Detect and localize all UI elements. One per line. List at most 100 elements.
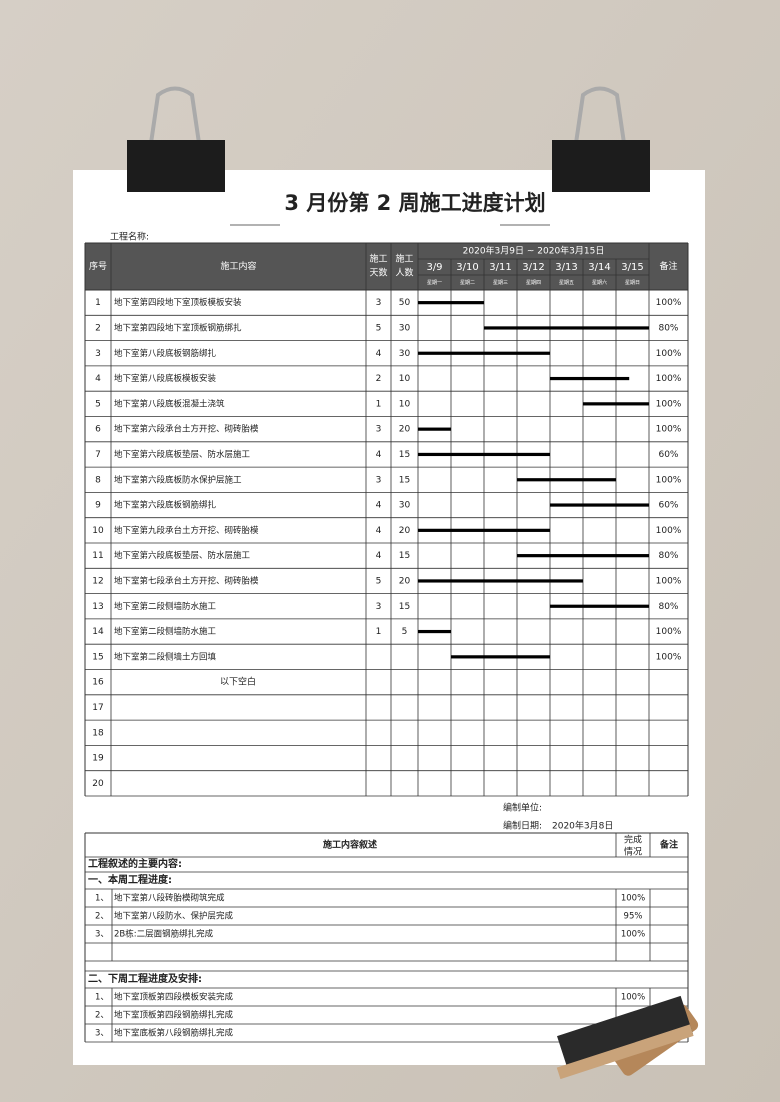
row-status: 100% [656, 526, 682, 536]
row-people: 15 [399, 450, 410, 460]
row-people: 20 [399, 425, 411, 435]
summary-header: 施工内容叙述 [323, 839, 377, 851]
item-no: 1、 [95, 894, 109, 904]
summary-header: 备注 [659, 839, 678, 851]
row-content: 地下室第七段承台土方开挖、砌砖胎模 [114, 575, 259, 586]
item-status: 95% [624, 912, 643, 922]
row-seq: 20 [92, 779, 104, 789]
row-content: 地下室第八段底板混凝土浇筑 [114, 398, 225, 409]
row-content: 地下室第六段底板防水保护层施工 [114, 474, 242, 485]
summary-intro: 工程叙述的主要内容: [88, 857, 182, 870]
gantt-bar [418, 452, 550, 457]
header-date: 3/15 [621, 262, 643, 273]
row-content: 地下室第二段侧墙防水施工 [114, 601, 217, 612]
footer-unit-label: 编制单位: [503, 802, 542, 814]
gantt-bar [484, 326, 649, 330]
row-people: 15 [399, 602, 410, 612]
row-status: 100% [656, 475, 682, 485]
item-text: 地下室顶板第四段模板安装完成 [114, 992, 234, 1003]
header-date: 3/13 [555, 262, 577, 273]
row-people: 30 [399, 501, 411, 511]
row-seq: 11 [92, 551, 103, 561]
summary-header: 完成 [624, 834, 642, 846]
title: 3 月份第 2 周施工进度计划 [284, 191, 545, 215]
row-seq: 8 [95, 475, 101, 485]
row-days: 5 [376, 323, 382, 333]
row-status: 80% [658, 602, 678, 612]
gantt-bar [583, 402, 649, 406]
header-content: 施工内容 [220, 260, 256, 272]
row-status: 100% [656, 576, 682, 586]
row-seq: 10 [92, 526, 104, 536]
row-seq: 5 [95, 399, 101, 409]
row-seq: 13 [92, 602, 103, 612]
item-status: 100% [621, 993, 645, 1003]
row-days: 1 [376, 399, 382, 409]
gantt-bar [550, 376, 630, 381]
row-seq: 2 [95, 323, 101, 333]
header-date: 3/11 [489, 262, 511, 273]
header-weekday: 星期日 [625, 280, 640, 286]
header-days: 施工 [369, 253, 387, 265]
gantt-bar [517, 554, 649, 558]
row-people: 10 [399, 399, 411, 409]
row-days: 3 [376, 298, 382, 308]
header-seq: 序号 [89, 260, 107, 272]
row-people: 30 [399, 349, 411, 359]
gantt-bar [418, 351, 550, 355]
header-weekday: 星期六 [592, 279, 607, 286]
row-content: 地下室第六段底板钢筋绑扎 [114, 500, 217, 511]
item-no: 2、 [95, 1011, 109, 1021]
header-weekday: 星期四 [526, 280, 541, 286]
project-label: 工程名称: [110, 231, 149, 243]
gantt-bar [517, 478, 616, 482]
gantt-bar [451, 655, 550, 659]
gantt-bar [418, 528, 550, 532]
footer-date-label: 编制日期: [503, 820, 542, 832]
row-seq: 7 [95, 450, 101, 460]
row-content: 地下室第二段侧墙防水施工 [114, 626, 217, 637]
gantt-bar [550, 604, 649, 608]
gantt-bar [550, 503, 649, 507]
footer-date: 2020年3月8日 [552, 820, 613, 832]
row-days: 4 [376, 349, 382, 359]
gantt-bar [418, 301, 484, 305]
row-status: 80% [658, 323, 678, 333]
row-status: 100% [656, 399, 682, 409]
row-people: 5 [402, 627, 408, 637]
header-date: 3/10 [456, 262, 478, 273]
header-weekday: 星期三 [493, 280, 508, 286]
row-content: 地下室第四段地下室顶板钢筋绑扎 [114, 322, 242, 333]
row-content: 地下室第二段侧墙土方回填 [114, 651, 217, 662]
header-date: 3/14 [588, 262, 610, 273]
row-seq: 17 [92, 703, 103, 713]
summary-header: 情况 [624, 846, 642, 858]
row-status: 80% [658, 551, 678, 561]
row-content: 地下室第九段承台土方开挖、砌砖胎模 [114, 525, 259, 536]
row-content: 以下空白 [220, 676, 256, 688]
row-days: 1 [376, 627, 382, 637]
row-people: 20 [399, 526, 411, 536]
item-text: 地下室顶板第四段钢筋绑扎完成 [114, 1010, 234, 1021]
row-status: 60% [658, 501, 678, 511]
row-content: 地下室第六段承台土方开挖、砌砖胎模 [114, 424, 259, 435]
item-text: 2B栋:二层面钢筋绑扎完成 [114, 929, 214, 940]
header-people: 施工 [395, 253, 413, 265]
row-status: 100% [656, 627, 682, 637]
item-no: 2、 [95, 912, 109, 922]
item-no: 3、 [95, 930, 109, 940]
gantt-bar [418, 629, 451, 634]
row-people: 15 [399, 551, 410, 561]
header-period: 2020年3月9日 ~ 2020年3月15日 [463, 245, 605, 257]
row-seq: 12 [92, 576, 103, 586]
item-no: 3、 [95, 1029, 109, 1039]
row-people: 20 [399, 576, 411, 586]
item-no: 1、 [95, 993, 109, 1003]
row-people: 10 [399, 374, 411, 384]
stamp [556, 995, 699, 1080]
row-people: 50 [399, 298, 411, 308]
header-bg [85, 243, 688, 290]
binder-clip [127, 86, 650, 192]
header-weekday: 星期五 [559, 280, 574, 286]
